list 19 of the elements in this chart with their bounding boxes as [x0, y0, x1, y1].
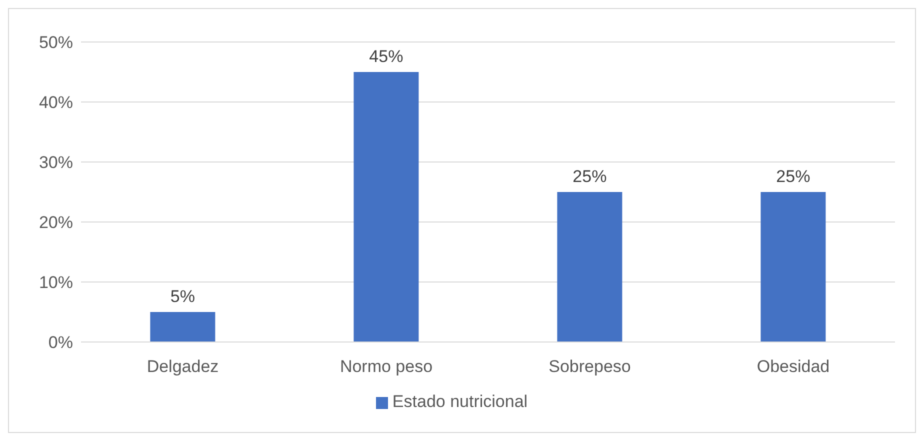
x-tick-label: Normo peso: [340, 357, 433, 376]
y-tick-label: 50%: [38, 33, 73, 52]
text: 45%: [369, 47, 404, 66]
x-tick-label: Sobrepeso: [548, 357, 631, 376]
bar: [760, 192, 826, 342]
x-tick-label: Delgadez: [146, 357, 219, 376]
bar: [150, 312, 216, 342]
y-tick-label: 0%: [48, 333, 73, 352]
text: 25%: [776, 167, 810, 186]
x-tick-label: Obesidad: [756, 357, 830, 376]
y-tick-label: 10%: [38, 273, 73, 292]
bar: [354, 72, 419, 342]
bar: [557, 192, 622, 342]
y-tick-label: 20%: [38, 213, 73, 232]
y-tick-label: 40%: [38, 93, 73, 112]
text: 25%: [572, 167, 607, 186]
y-tick-label: 30%: [38, 153, 73, 172]
text: 5%: [170, 287, 195, 306]
legend-label: Estado nutricional: [392, 392, 528, 411]
